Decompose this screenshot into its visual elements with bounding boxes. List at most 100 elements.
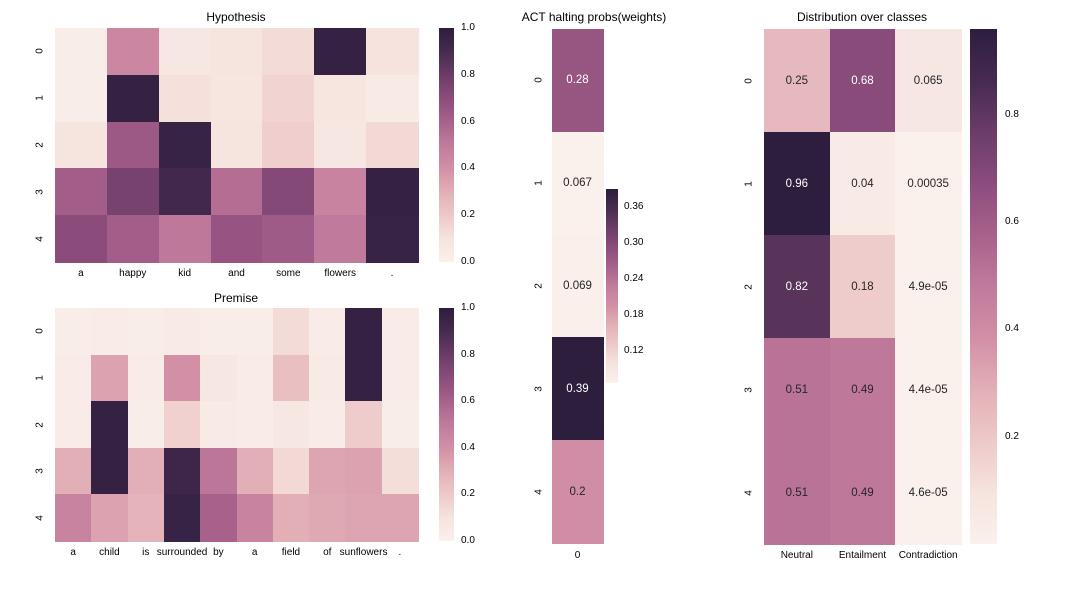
heatmap-cell [829,235,896,339]
heatmap-cell-value: 0.39 [566,382,589,395]
heatmap-cell-value: 4.4e-05 [908,383,948,396]
heatmap-cell [210,74,264,123]
heatmap-cell [158,74,212,123]
y-tick-label: 4 [743,489,755,496]
heatmap-cell [236,308,274,356]
heatmap-cell [127,447,165,495]
colorbar-tick-label: 0.4 [1005,323,1019,335]
colorbar-tick-label: 0.2 [461,488,475,500]
colorbar-tick-label: 1.0 [461,302,475,313]
y-tick-label: 0 [743,77,755,84]
heatmap-cell-value: 0.25 [785,74,809,87]
x-tick-label: a [70,547,76,558]
heatmap-cell [552,29,604,133]
heatmap-cell [91,354,129,402]
heatmap-cell [200,354,238,402]
heatmap-cell [158,28,212,76]
heatmap-cell-value: 0.18 [851,280,874,293]
heatmap-cell [381,308,419,356]
heatmap-cell-value: 0.28 [566,74,589,87]
heatmap-cell [236,401,274,449]
heatmap-cell-value: 0.96 [785,177,809,190]
colorbar-tick-label: 0.8 [461,68,475,80]
heatmap-cell-value: 0.82 [785,280,809,293]
heatmap-cell [272,494,310,542]
heatmap-cell [309,447,346,495]
x-tick-label: a [251,547,258,558]
x-tick-label: a [78,268,84,279]
heatmap-cell [55,28,108,76]
heatmap-cell [345,354,383,402]
x-tick-label: Entailment [838,550,887,561]
heatmap-cell [366,28,419,76]
colorbar-tick-label: 0.8 [1005,108,1019,120]
colorbar-tick-label: 0.0 [461,535,475,546]
heatmap-cell-value: 0.51 [785,486,809,499]
heatmap-cell [200,401,238,449]
colorbar-tick-label: 0.4 [461,441,475,453]
x-tick-label: some [276,268,301,279]
heatmap-cell [895,441,962,545]
heatmap-cell-value: 0.51 [785,383,809,396]
heatmap-cell [158,168,212,216]
heatmap-cell [366,121,419,169]
x-tick-label: and [228,268,245,279]
colorbar [970,29,997,544]
heatmap-cell [163,447,201,495]
heatmap-cell [314,168,367,216]
heatmap-cell-value: 0.49 [851,383,874,396]
y-tick-label: 3 [743,386,755,393]
x-tick-label: by [213,547,224,558]
heatmap-cell-value: 0.04 [851,177,874,190]
heatmap-cell [829,338,896,442]
heatmap-cell [262,74,315,123]
heatmap-cell [55,74,108,123]
heatmap-cell [764,441,831,545]
colorbar [606,189,618,383]
colorbar-tick-label: 1.0 [461,22,475,33]
heatmap-cell [272,354,310,402]
heatmap-cell [895,132,962,236]
colorbar [439,308,454,541]
colorbar-tick-label: 0.8 [461,348,475,360]
heatmap-cell [55,354,92,402]
heatmap-cell [127,401,165,449]
heatmap-cell [764,132,831,236]
heatmap-cell [158,121,212,169]
heatmap-cell [200,308,238,356]
colorbar-tick-label: 0.6 [461,395,475,407]
heatmap-cell [829,441,896,545]
heatmap-cell [272,308,310,356]
colorbar-tick-label: 0.4 [461,162,475,174]
heatmap-cell-value: 0.069 [563,279,592,292]
colorbar-tick-label: 0.0 [461,256,475,267]
heatmap-cell [345,401,383,449]
heatmap-cell [91,308,129,356]
heatmap-cell [381,494,419,542]
heatmap-cell [552,234,604,338]
colorbar-tick-label: 0.12 [624,345,644,357]
x-tick-label: Contradiction [898,550,958,561]
y-tick-label: 1 [743,180,755,187]
x-tick-label: sunflowers [339,547,388,558]
heatmap-cell [127,354,165,402]
x-tick-label: 0 [574,550,581,561]
heatmap-cell [764,338,831,442]
colorbar-tick-label: 0.18 [624,309,644,321]
heatmap-cell [210,168,264,216]
heatmap-cell [552,440,604,544]
heatmap-cell [314,74,367,123]
heatmap-cell [309,494,346,542]
heatmap-cell [366,74,419,123]
heatmap-cell-value: 4.6e-05 [908,486,948,499]
heatmap-cell [381,401,419,449]
heatmap-cell [91,494,129,542]
colorbar-tick-label: 0.2 [461,209,475,221]
heatmap-cell [309,401,346,449]
heatmap-cell [895,29,962,133]
x-tick-label: child [99,547,120,558]
